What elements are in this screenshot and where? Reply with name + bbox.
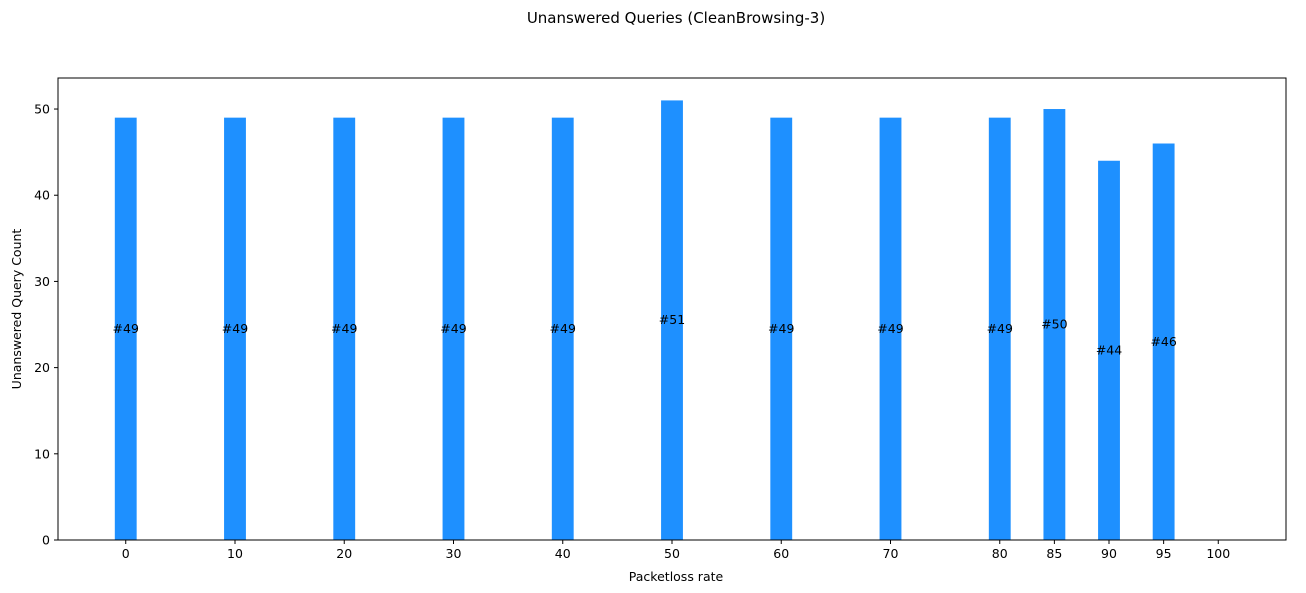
y-axis-ticks: 0 10 20 30 40 50: [34, 102, 58, 548]
x-tick-label: 95: [1156, 546, 1172, 561]
bar-20: [333, 117, 356, 540]
bar-40: [551, 117, 574, 540]
data-label-85: #50: [1041, 317, 1067, 332]
data-label-70: #49: [877, 321, 903, 336]
x-tick-label: 10: [227, 546, 243, 561]
bar-30: [442, 117, 465, 540]
data-label-10: #49: [222, 321, 248, 336]
data-label-40: #49: [550, 321, 576, 336]
y-tick-label: 10: [34, 446, 50, 461]
y-tick-label: 50: [34, 102, 50, 117]
x-tick-label: 60: [773, 546, 789, 561]
x-tick-label: 70: [883, 546, 899, 561]
x-tick-label: 40: [555, 546, 571, 561]
data-label-95: #46: [1150, 334, 1176, 349]
bar-60: [770, 117, 793, 540]
x-tick-label: 85: [1046, 546, 1062, 561]
x-tick-label: 0: [122, 546, 130, 561]
bars-layer: [114, 100, 1175, 541]
data-label-60: #49: [768, 321, 794, 336]
x-tick-label: 90: [1101, 546, 1117, 561]
y-axis-label: Unanswered Query Count: [9, 229, 24, 390]
y-tick-label: 30: [34, 274, 50, 289]
data-label-20: #49: [331, 321, 357, 336]
bar-10: [224, 117, 246, 540]
x-tick-label: 100: [1206, 546, 1230, 561]
data-label-80: #49: [987, 321, 1013, 336]
bar-85: [1043, 109, 1066, 541]
x-tick-label: 50: [664, 546, 680, 561]
chart-title: Unanswered Queries (CleanBrowsing-3): [527, 9, 825, 27]
data-label-30: #49: [440, 321, 466, 336]
bar-95: [1152, 143, 1175, 541]
y-tick-label: 0: [42, 533, 50, 548]
data-label-90: #44: [1096, 342, 1122, 357]
x-tick-label: 30: [446, 546, 462, 561]
bar-50: [661, 100, 683, 540]
data-labels-layer: #49 #49 #49 #49 #49 #51 #49 #49 #49 #50 #44 #46: [113, 312, 1177, 357]
x-tick-label: 20: [336, 546, 352, 561]
bar-90: [1098, 160, 1120, 540]
plot-frame: [57, 77, 1287, 541]
x-axis-label: Packetloss rate: [629, 569, 724, 584]
y-tick-label: 20: [34, 360, 50, 375]
bar-80: [988, 117, 1011, 540]
data-label-50: #51: [659, 312, 685, 327]
bar-70: [879, 117, 902, 540]
x-tick-label: 80: [992, 546, 1008, 561]
data-label-0: #49: [113, 321, 139, 336]
bar-0: [114, 117, 137, 540]
x-axis-ticks: 0 10 20 30 40 50 60 70 80 85 90 95 100: [122, 540, 1230, 561]
y-tick-label: 40: [34, 188, 50, 203]
